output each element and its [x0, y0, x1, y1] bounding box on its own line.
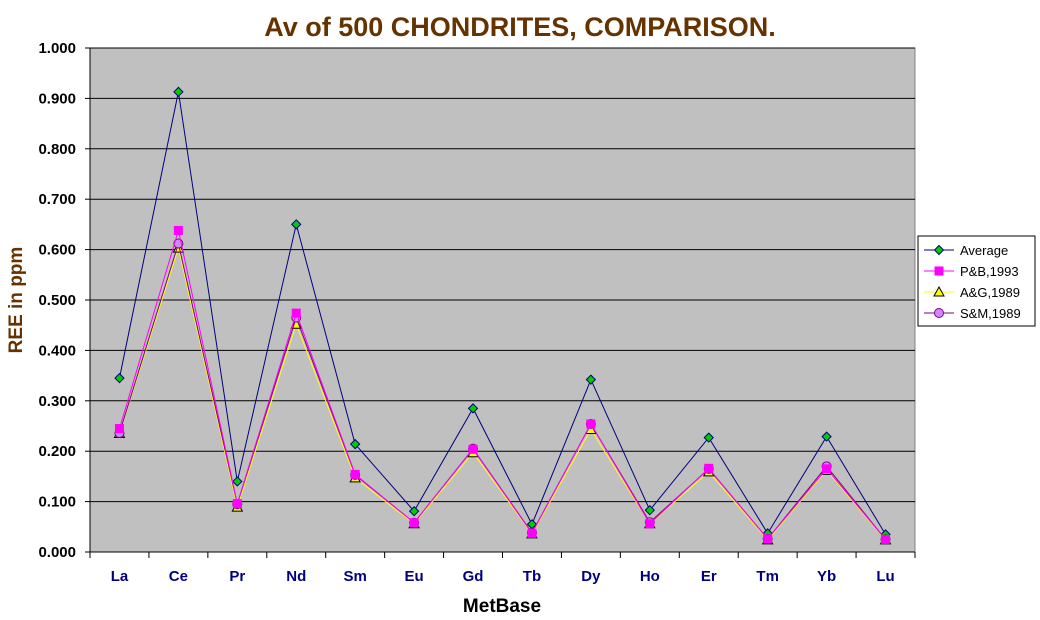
legend-item-s-m-1989: S&M,1989	[924, 306, 1021, 321]
x-tick-label: La	[111, 568, 129, 585]
legend-label: A&G,1989	[960, 285, 1020, 300]
data-point	[585, 374, 597, 385]
legend-item-a-g-1989: A&G,1989	[924, 285, 1020, 300]
x-tick-label: Ce	[169, 568, 188, 585]
data-point	[468, 444, 478, 454]
x-tick-label: Sm	[344, 568, 367, 585]
y-tick-label: 0.300	[38, 393, 76, 410]
data-point	[763, 534, 773, 544]
data-point	[291, 219, 302, 230]
data-point	[644, 504, 656, 516]
x-tick-label: Ho	[640, 568, 660, 585]
legend-marker	[933, 285, 945, 297]
y-tick-label: 0.100	[38, 494, 76, 511]
y-axis-title: REE in ppm	[6, 247, 27, 354]
data-point	[645, 519, 655, 529]
data-point	[173, 86, 184, 98]
x-tick-label: Pr	[229, 568, 245, 585]
y-tick-label: 0.200	[38, 443, 76, 460]
y-tick-label: 0.700	[38, 191, 76, 208]
data-point	[232, 499, 242, 509]
legend-marker	[934, 266, 944, 276]
axes	[89, 48, 916, 558]
y-tick-label: 0.000	[38, 544, 76, 561]
legend-item-p-b-1993: P&B,1993	[924, 264, 1019, 279]
data-point	[349, 438, 361, 450]
x-tick-label: Tm	[756, 568, 779, 585]
x-tick-labels: La Ce Pr Nd Sm Eu Gd Tb Dy Ho Er Tm Yb Lu	[111, 568, 895, 585]
y-tick-label: 1.000	[38, 40, 76, 57]
data-point	[350, 469, 360, 479]
data-point	[173, 225, 183, 235]
x-tick-label: Lu	[876, 568, 894, 585]
chart-title: Av of 500 CHONDRITES, COMPARISON.	[264, 12, 776, 42]
data-point	[291, 308, 301, 318]
legend-marker	[933, 244, 945, 256]
data-point	[704, 463, 714, 473]
legend-item-average: Average	[924, 243, 1008, 258]
data-point	[114, 424, 124, 434]
legend-label: P&B,1993	[960, 264, 1019, 279]
x-tick-label: Er	[701, 568, 717, 585]
data-point	[409, 518, 419, 528]
x-tick-label: Yb	[817, 568, 836, 585]
grid	[85, 47, 915, 553]
y-tick-labels: 0.000 0.100 0.200 0.300 0.400 0.500 0.600 0.700…	[38, 40, 76, 561]
series-line	[118, 246, 886, 541]
x-tick-label: Tb	[523, 568, 541, 585]
data-point	[408, 505, 420, 517]
x-tick-label: Gd	[463, 568, 484, 585]
legend-marker	[934, 308, 944, 318]
series-group	[113, 86, 892, 545]
y-tick-label: 0.600	[38, 242, 76, 259]
data-point	[467, 403, 479, 414]
data-point	[703, 432, 714, 443]
data-point	[821, 431, 832, 442]
x-tick-label: Dy	[581, 568, 601, 585]
y-tick-label: 0.400	[38, 342, 76, 359]
series-line	[118, 91, 886, 535]
x-tick-label: Eu	[405, 568, 424, 585]
data-point	[881, 534, 891, 544]
y-tick-label: 0.900	[38, 90, 76, 107]
x-axis-title: MetBase	[463, 596, 541, 617]
y-tick-label: 0.800	[38, 141, 76, 158]
legend-label: S&M,1989	[960, 306, 1021, 321]
data-point	[527, 528, 537, 538]
x-tick-label: Nd	[286, 568, 306, 585]
data-point	[232, 476, 243, 487]
series-line	[118, 230, 886, 540]
series-p-b-1993	[114, 225, 891, 544]
legend: Average P&B,1993 A&G,1989 S&M,1989	[917, 235, 1036, 327]
legend-label: Average	[960, 243, 1008, 258]
data-point	[586, 419, 596, 429]
data-point	[114, 372, 125, 384]
data-point	[822, 464, 832, 474]
y-tick-label: 0.500	[38, 292, 76, 309]
